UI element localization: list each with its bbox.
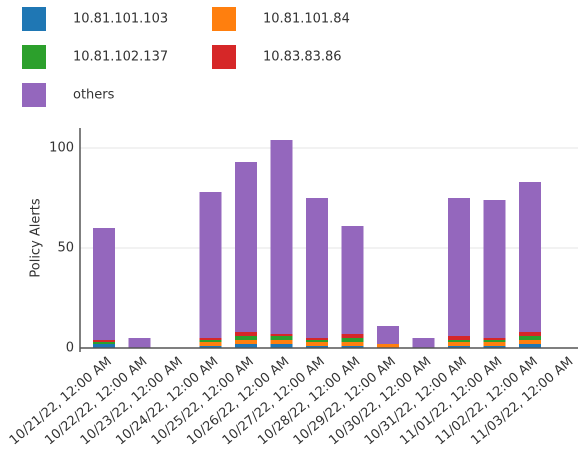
bar-segment [93, 342, 115, 344]
bar-segment [270, 340, 293, 344]
bar-segment [341, 226, 364, 334]
bar-segment [306, 338, 328, 340]
bar-segment [270, 344, 293, 348]
bar-segment [93, 228, 115, 340]
bar-segment [93, 340, 115, 342]
bar-segment [306, 198, 328, 338]
legend-swatch [212, 7, 236, 31]
bar-segment [377, 326, 399, 344]
bar-segment [448, 198, 470, 336]
bar-segment [412, 338, 435, 348]
bar-segment [199, 340, 222, 342]
bar-segment [519, 340, 541, 344]
y-tick-label: 0 [66, 341, 74, 356]
bar-segment [235, 340, 257, 344]
bar-segment [235, 332, 257, 336]
bar-segment [341, 346, 364, 348]
y-tick-label: 50 [57, 241, 74, 256]
bar-segment [341, 334, 364, 338]
legend-swatch [22, 7, 46, 31]
bar-segment [448, 340, 470, 342]
bar-segment [519, 344, 541, 348]
bar-segment [306, 346, 328, 348]
bar-segment [306, 342, 328, 346]
bar-segment [270, 336, 293, 340]
bar-segment [519, 182, 541, 332]
bar-segment [483, 342, 506, 346]
bar-segment [483, 346, 506, 348]
bar-segment [235, 336, 257, 340]
legend-swatch [22, 83, 46, 107]
bar-segment [235, 344, 257, 348]
bar-segment [519, 332, 541, 336]
bar-segment [199, 338, 222, 340]
bar-segment [306, 340, 328, 342]
bar-segment [377, 344, 399, 348]
y-axis-label: Policy Alerts [29, 198, 44, 277]
legend-swatch [212, 45, 236, 69]
bar-segment [483, 200, 506, 338]
legend-label: 10.81.102.137 [73, 50, 168, 65]
bar-segment [93, 344, 115, 348]
bar-segment [448, 336, 470, 340]
y-tick-label: 100 [49, 141, 74, 156]
bar-segment [235, 162, 257, 332]
legend-label: 10.81.101.84 [263, 12, 350, 27]
bar-segment [270, 140, 293, 334]
bar-segment [128, 338, 151, 348]
legend-label: 10.83.83.86 [263, 50, 342, 65]
bar-segment [483, 340, 506, 342]
bar-segment [341, 338, 364, 342]
bar-segment [448, 342, 470, 346]
bar-segment [519, 336, 541, 340]
legend-label: 10.81.101.103 [73, 12, 168, 27]
bar-segment [270, 334, 293, 336]
bar-segment [448, 346, 470, 348]
legend-swatch [22, 45, 46, 69]
legend-label: others [73, 88, 115, 103]
bar-segment [199, 346, 222, 348]
bar-segment [199, 192, 222, 338]
bar-segment [483, 338, 506, 340]
bar-segment [341, 342, 364, 346]
bar-segment [199, 342, 222, 346]
